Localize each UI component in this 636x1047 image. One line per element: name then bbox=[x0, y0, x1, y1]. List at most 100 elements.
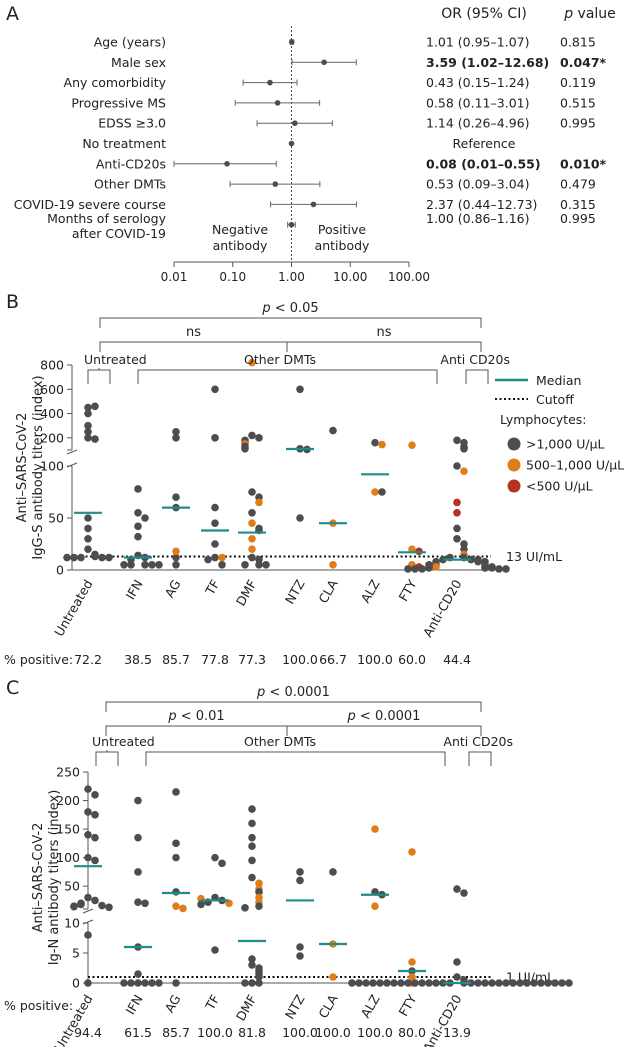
point-untreated bbox=[105, 903, 113, 912]
point-untreated bbox=[77, 553, 85, 562]
point-anti-cd20 bbox=[495, 565, 503, 573]
point-ifn bbox=[141, 899, 149, 908]
row-label-after-covid-19: after COVID-19 bbox=[72, 226, 166, 241]
point-anti-cd20 bbox=[460, 889, 468, 897]
y-tick-label: 50 bbox=[48, 511, 64, 526]
region-positive-l1: Positive bbox=[318, 222, 366, 237]
y-tick-label: 150 bbox=[56, 822, 80, 837]
category-label-dmf: DMF bbox=[233, 577, 260, 608]
or-value: 1.00 (0.86–1.16) bbox=[426, 211, 529, 226]
point-anti-cd20 bbox=[404, 979, 412, 987]
region-positive-l2: antibody bbox=[315, 238, 370, 253]
row-label-covid-19-severe-course: COVID-19 severe course bbox=[14, 197, 167, 212]
group-bracket-other-dmts bbox=[137, 369, 438, 384]
pct-positive-dmf: 81.8 bbox=[238, 1025, 266, 1040]
point-anti-cd20 bbox=[537, 979, 545, 987]
p-value: 0.010* bbox=[560, 156, 607, 171]
point-fty bbox=[408, 958, 416, 966]
point-ifn bbox=[141, 514, 149, 522]
point-tf bbox=[218, 553, 226, 562]
pct-positive-title: % positive: bbox=[4, 652, 73, 667]
category-label-ifn: IFN bbox=[122, 992, 145, 1017]
point-dmf bbox=[248, 358, 256, 367]
point-ifn bbox=[134, 532, 142, 541]
point-untreated bbox=[84, 931, 92, 939]
pct-positive-ntz: 100.0 bbox=[282, 1025, 318, 1040]
point-untreated bbox=[105, 553, 113, 562]
point-ifn bbox=[155, 561, 163, 569]
point-dmf bbox=[248, 805, 256, 813]
point-anti-cd20 bbox=[432, 563, 440, 571]
igg-s-titer-plot: 0 50 100 200 400 600 800 Anti–SARS-CoV-2 IgG-S a… bbox=[4, 301, 624, 667]
point-dmf bbox=[248, 545, 256, 553]
point-untreated bbox=[84, 830, 92, 839]
p-value: 0.119 bbox=[560, 75, 596, 90]
point-dmf bbox=[248, 488, 256, 496]
point-dmf bbox=[255, 555, 263, 564]
group-label-other-dmts: Other DMTs bbox=[244, 352, 316, 367]
point-ifn bbox=[134, 796, 142, 805]
point-tf bbox=[211, 540, 219, 548]
p-value: 0.515 bbox=[560, 95, 596, 110]
x-tick-label: 100.00 bbox=[388, 270, 430, 284]
point-untreated bbox=[84, 514, 92, 522]
category-label-anti-cd20: Anti-CD20 bbox=[420, 577, 465, 640]
point-dmf bbox=[255, 434, 263, 442]
point-anti-cd20 bbox=[488, 564, 496, 572]
pct-positive-ntz: 100.0 bbox=[282, 652, 318, 667]
or-value: 0.53 (0.09–3.04) bbox=[426, 177, 529, 192]
p-value: 0.815 bbox=[560, 35, 596, 50]
point-anti-cd20 bbox=[362, 979, 370, 987]
group-label-anti-cd20s: Anti CD20s bbox=[440, 352, 510, 367]
point-untreated bbox=[77, 900, 85, 909]
or-point-4 bbox=[292, 120, 298, 126]
forest-plot: OR (95% CI) p value 0.01 0.10 1.00 10.00 100.0… bbox=[14, 6, 616, 284]
point-fty bbox=[408, 848, 416, 856]
point-untreated bbox=[98, 553, 106, 562]
or-value: 0.08 (0.01–0.55) bbox=[426, 156, 541, 171]
x-tick-label: 0.01 bbox=[161, 270, 188, 284]
point-untreated bbox=[91, 833, 99, 842]
row-label-progressive-ms: Progressive MS bbox=[71, 95, 166, 110]
point-untreated bbox=[84, 893, 92, 902]
point-anti-cd20 bbox=[390, 979, 398, 987]
pct-positive-title: % positive: bbox=[4, 998, 73, 1013]
category-label-untreated: Untreated bbox=[51, 577, 95, 639]
point-dmf bbox=[248, 842, 256, 851]
point-ifn bbox=[120, 561, 128, 569]
category-label-ag: AG bbox=[162, 577, 184, 600]
panel-label-a: A bbox=[6, 3, 19, 25]
row-label-age-years: Age (years) bbox=[94, 35, 166, 50]
region-negative-l1: Negative bbox=[212, 222, 268, 237]
or-value: 0.58 (0.11–3.01) bbox=[426, 95, 529, 110]
point-dmf bbox=[255, 973, 263, 981]
p-value: 0.995 bbox=[560, 116, 596, 131]
point-dmf bbox=[241, 904, 249, 912]
point-dmf bbox=[248, 431, 256, 440]
point-tf bbox=[211, 553, 219, 562]
point-tf bbox=[218, 561, 226, 569]
point-tf bbox=[197, 900, 205, 909]
point-ag bbox=[172, 427, 180, 436]
pct-positive-alz: 100.0 bbox=[357, 1025, 393, 1040]
p-italic: p bbox=[347, 709, 356, 724]
row-label-other-dmts: Other DMTs bbox=[94, 177, 166, 192]
pct-positive-alz: 100.0 bbox=[357, 652, 393, 667]
or-value: 2.37 (0.44–12.73) bbox=[426, 197, 537, 212]
point-dmf bbox=[248, 961, 256, 969]
bracket-dmts-vs-cd20-label: p < 0.0001 bbox=[347, 709, 421, 724]
point-ifn bbox=[134, 898, 142, 906]
point-anti-cd20 bbox=[411, 979, 419, 987]
point-ifn bbox=[134, 979, 142, 987]
p-italic: p bbox=[261, 301, 270, 316]
point-anti-cd20 bbox=[453, 498, 461, 507]
point-untreated bbox=[91, 856, 99, 865]
column-header-or: OR (95% CI) bbox=[441, 6, 527, 22]
point-untreated bbox=[84, 535, 92, 543]
pct-positive-anti-cd20: 13.9 bbox=[443, 1025, 471, 1040]
axis-break-mark-2 bbox=[82, 908, 94, 914]
point-untreated bbox=[84, 427, 92, 436]
point-untreated bbox=[91, 402, 99, 411]
point-anti-cd20 bbox=[453, 524, 461, 533]
